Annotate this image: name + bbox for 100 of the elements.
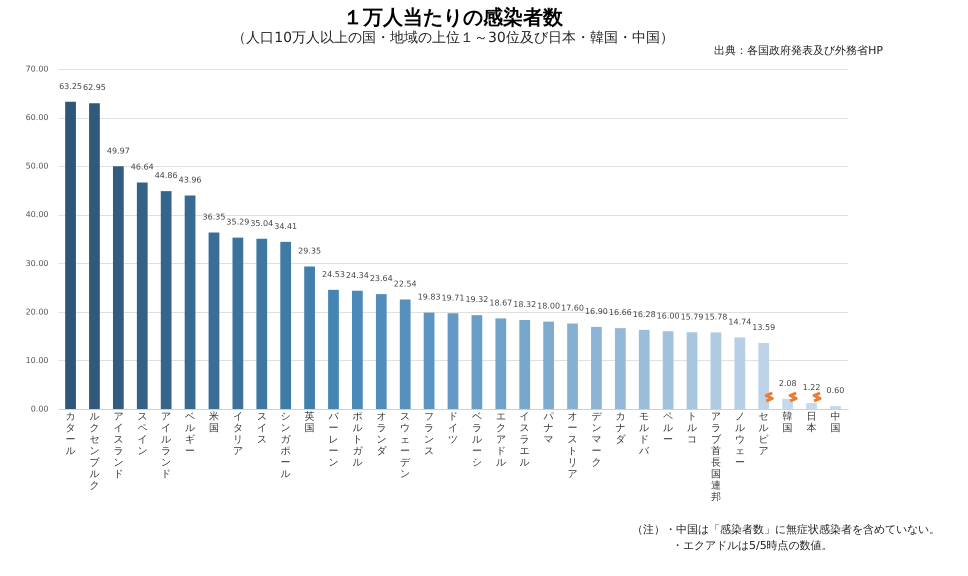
data-label: 19.71	[442, 293, 464, 302]
y-tick-label: 40.00	[26, 210, 48, 220]
x-tick-label: イスラエル	[520, 412, 530, 468]
x-tick-label: 中国	[830, 410, 840, 434]
chart-title: １万人当たりの感染者数	[343, 5, 564, 29]
bar	[806, 403, 817, 409]
x-tick-label: オランダ	[376, 412, 388, 457]
data-label: 44.86	[154, 171, 178, 180]
data-label: 24.34	[346, 270, 369, 280]
y-tick-label: 70.00	[26, 64, 48, 74]
bar	[734, 337, 746, 409]
text: （注）・中国は「感染者数」に無症状感染者を含めていない。	[632, 522, 940, 537]
x-tick-label: カナダ	[615, 412, 626, 446]
bar	[65, 102, 76, 409]
x-tick-label: ノルウェー	[734, 412, 745, 468]
x-tick-label: 日本	[806, 412, 817, 434]
bar	[519, 320, 530, 409]
x-tick-label: トルコ	[687, 412, 698, 446]
data-label: 1.22	[802, 383, 820, 392]
bar	[424, 312, 434, 409]
x-tick-label: フランス	[424, 412, 434, 457]
bar	[662, 331, 674, 409]
data-label: 2.08	[778, 378, 797, 388]
data-label: 43.96	[178, 175, 202, 184]
bar	[830, 406, 841, 409]
data-label: 24.53	[322, 270, 345, 279]
x-tick-label: カタール	[66, 412, 76, 457]
y-tick-label: 10.00	[26, 356, 48, 365]
x-tick-label: ドイツ	[448, 412, 458, 446]
x-tick-label: ベラルーシ	[472, 412, 482, 468]
bar	[710, 332, 722, 409]
bar	[686, 332, 698, 409]
data-label: 46.64	[130, 162, 154, 172]
bar	[232, 238, 244, 409]
x-tick-label: 英国	[304, 410, 315, 434]
x-tick-label: セルビア	[758, 412, 770, 457]
data-label: 0.60	[826, 386, 844, 396]
data-label: 34.41	[274, 222, 298, 231]
data-label: 36.35	[202, 212, 226, 222]
bar	[495, 318, 506, 409]
x-tick-label: シンガポール	[280, 412, 292, 480]
data-label: 16.00	[656, 311, 680, 320]
y-tick-label: 20.00	[26, 307, 48, 316]
data-label: 22.54	[394, 280, 417, 289]
text: ・エクアドルは5/5時点の数値。	[672, 538, 833, 553]
bar	[112, 166, 124, 409]
x-tick-label: アイルランド	[161, 412, 172, 480]
bar	[89, 103, 100, 409]
data-label: 23.64	[370, 274, 393, 284]
bar	[543, 322, 554, 409]
data-label: 16.28	[632, 310, 656, 319]
x-tick-label: ペルー	[663, 412, 674, 446]
bar	[208, 232, 220, 409]
bar	[256, 238, 268, 409]
bar	[160, 191, 172, 409]
data-label: 13.59	[752, 322, 776, 332]
x-tick-label: 韓国	[782, 410, 793, 434]
x-tick-label: ポルトガル	[352, 412, 364, 468]
x-tick-label: イタリア	[232, 412, 243, 457]
bar	[591, 326, 602, 409]
x-tick-label: オーストリア	[568, 412, 578, 480]
bar	[280, 242, 292, 409]
x-tick-label: パナマ	[542, 412, 555, 446]
bar	[376, 294, 387, 409]
x-tick-label: ベルギー	[185, 412, 196, 457]
y-tick-label: 0.00	[30, 404, 48, 414]
x-tick-label: モルドバ	[638, 412, 650, 457]
x-tick-label: エクアドル	[496, 412, 506, 468]
data-label: 18.67	[489, 298, 512, 308]
x-tick-label: ルクセンブルク	[89, 412, 100, 492]
data-label: 15.78	[704, 312, 728, 322]
data-label: 16.90	[584, 306, 608, 316]
data-label: 14.74	[728, 317, 752, 326]
data-label: 18.00	[537, 302, 560, 311]
bar	[638, 330, 650, 409]
bar	[758, 342, 770, 409]
bar	[304, 266, 315, 409]
x-tick-label: スペイン	[137, 412, 148, 457]
y-tick-label: 30.00	[26, 258, 48, 268]
y-tick-label: 60.00	[26, 113, 48, 122]
chart-subtitle: （人口10万人以上の国・地域の上位１～30位及び日本・韓国・中国）	[232, 30, 674, 46]
source-note: 出典：各国政府発表及び外務省HP	[714, 43, 883, 58]
data-label: 49.97	[106, 146, 130, 156]
data-label: 29.35	[298, 246, 322, 256]
x-tick-label: デンマーク	[591, 412, 602, 468]
data-label: 62.95	[83, 83, 106, 92]
bar	[136, 182, 148, 409]
data-label: 63.25	[59, 82, 82, 91]
bar	[472, 315, 482, 409]
y-tick-label: 50.00	[26, 162, 48, 171]
bar	[567, 324, 578, 409]
x-tick-label: 米国	[208, 410, 219, 434]
data-label: 35.29	[226, 218, 250, 227]
x-tick-label: スウェーデン	[400, 412, 412, 480]
x-tick-label: アイスランド	[113, 412, 124, 480]
x-tick-label: バーレーン	[327, 412, 340, 468]
data-label: 16.66	[608, 308, 632, 318]
bar	[448, 313, 458, 409]
data-label: 17.60	[561, 304, 584, 313]
data-label: 35.04	[250, 218, 274, 228]
